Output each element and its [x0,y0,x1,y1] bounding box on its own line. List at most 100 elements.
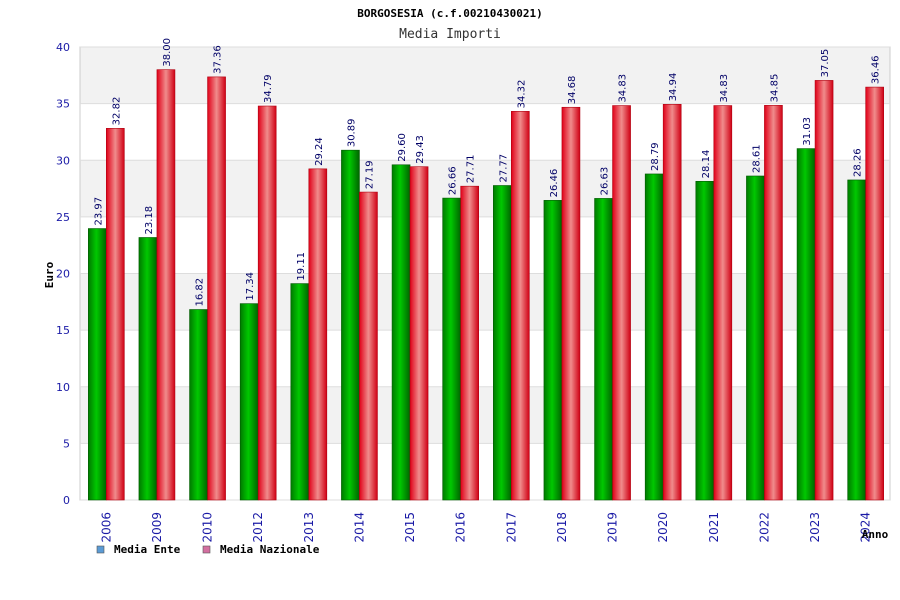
bar-label-nazionale-2017: 34.32 [516,80,527,109]
y-tick-label: 20 [56,268,70,281]
bar-label-nazionale-2016: 27.71 [466,155,477,184]
y-axis-ticks: 0 5 10 15 20 25 30 35 40 [56,41,70,507]
x-tick-label: 2014 [352,512,366,543]
x-tick-label: 2018 [555,512,569,543]
bar-label-nazionale-2022: 34.85 [769,74,780,103]
y-tick-label: 5 [63,437,70,450]
y-tick-label: 35 [56,98,70,111]
bar-label-nazionale-2019: 34.83 [618,74,629,103]
bar-ente-2021 [695,181,715,501]
bar-label-ente-2014: 30.89 [346,119,357,148]
bar-ente-2023 [796,148,816,501]
bar-label-nazionale-2010: 37.36 [213,45,224,74]
bar-label-ente-2020: 28.79 [650,142,661,171]
bar-label-nazionale-2020: 34.94 [668,73,679,102]
chart-title: BORGOSESIA (c.f.00210430021) [357,7,542,20]
bar-ente-2014 [341,149,360,501]
bar-nazionale-2010 [207,76,226,501]
bar-nazionale-2017 [511,111,530,501]
bar-label-ente-2012: 17.34 [245,272,256,301]
x-tick-label: 2015 [403,512,417,543]
bar-ente-2016 [442,197,461,501]
bar-ente-2006 [88,228,107,501]
plot-band [80,47,890,104]
bar-label-nazionale-2024: 36.46 [871,55,882,84]
y-tick-label: 15 [56,324,70,337]
x-tick-label: 2020 [656,512,670,543]
bar-nazionale-2020 [662,104,682,501]
bar-label-ente-2021: 28.14 [701,150,712,179]
legend-swatch-ente [96,545,105,554]
bar-label-nazionale-2021: 34.83 [719,74,730,103]
bar-label-ente-2022: 28.61 [751,144,762,173]
bar-label-ente-2023: 31.03 [802,117,813,146]
legend-swatch-nazionale [202,545,211,554]
x-tick-label: 2022 [757,512,771,543]
y-axis-label: Euro [43,261,56,288]
bar-label-nazionale-2006: 32.82 [111,97,122,126]
x-tick-label: 2021 [707,512,721,543]
bar-ente-2020 [644,173,664,501]
bars: 23.97 32.82 23.18 38.00 16.82 37.36 17.34 34.79… [88,38,884,501]
bar-label-ente-2015: 29.60 [397,133,408,162]
y-tick-label: 0 [63,494,70,507]
legend-label-nazionale: Media Nazionale [220,543,320,556]
bar-ente-2024 [847,179,866,501]
bar-ente-2013 [290,283,310,501]
bar-nazionale-2021 [713,105,733,501]
x-axis-ticks: 2006 2009 2010 2012 2013 2014 2015 2016 2017 2018… [99,512,872,543]
bar-label-ente-2019: 26.63 [600,167,611,196]
x-tick-label: 2017 [504,512,518,543]
bar-label-nazionale-2014: 27.19 [364,160,375,189]
bar-label-ente-2024: 28.26 [853,148,864,177]
bar-nazionale-2012 [257,105,277,501]
y-tick-label: 40 [56,41,70,54]
bar-label-nazionale-2009: 38.00 [162,38,173,67]
bar-ente-2009 [138,237,158,501]
bar-nazionale-2014 [359,191,378,501]
bar-ente-2018 [543,200,563,501]
x-tick-label: 2016 [454,512,468,543]
bar-nazionale-2019 [612,105,631,501]
bar-nazionale-2023 [814,80,834,501]
x-tick-label: 2013 [302,512,316,543]
bar-label-ente-2017: 27.77 [498,154,509,183]
bar-nazionale-2009 [156,69,176,501]
bar-label-ente-2016: 26.66 [448,166,459,195]
bar-nazionale-2015 [409,166,429,501]
bar-label-nazionale-2015: 29.43 [415,135,426,164]
bar-ente-2015 [391,164,411,501]
x-tick-label: 2009 [150,512,164,543]
bar-ente-2022 [746,175,765,501]
bar-label-ente-2010: 16.82 [195,278,206,307]
bar-ente-2019 [594,198,613,501]
x-tick-label: 2012 [251,512,265,543]
bar-nazionale-2018 [561,106,581,501]
y-tick-label: 25 [56,211,70,224]
bar-label-nazionale-2013: 29.24 [314,137,325,166]
bar-nazionale-2013 [308,168,328,501]
bar-nazionale-2024 [865,86,884,501]
bar-ente-2012 [239,303,259,501]
legend: Media Ente Media Nazionale [96,543,320,556]
bar-ente-2010 [189,309,208,501]
x-tick-label: 2019 [606,512,620,543]
x-tick-label: 2006 [99,512,113,543]
bar-label-nazionale-2012: 34.79 [263,74,274,103]
bar-ente-2017 [493,185,512,501]
y-tick-label: 10 [56,381,70,394]
bar-label-ente-2013: 19.11 [296,252,307,281]
bar-label-ente-2018: 26.46 [549,169,560,198]
x-tick-label: 2010 [201,512,215,543]
x-tick-label: 2024 [859,512,873,543]
bar-label-ente-2006: 23.97 [93,197,104,226]
bar-label-ente-2009: 23.18 [144,206,155,235]
x-axis-label: Anno [862,528,889,541]
bar-label-nazionale-2018: 34.68 [567,76,578,105]
bar-nazionale-2006 [106,128,125,501]
bar-nazionale-2022 [764,105,783,501]
bar-nazionale-2016 [460,185,479,501]
x-tick-label: 2023 [808,512,822,543]
y-tick-label: 30 [56,154,70,167]
